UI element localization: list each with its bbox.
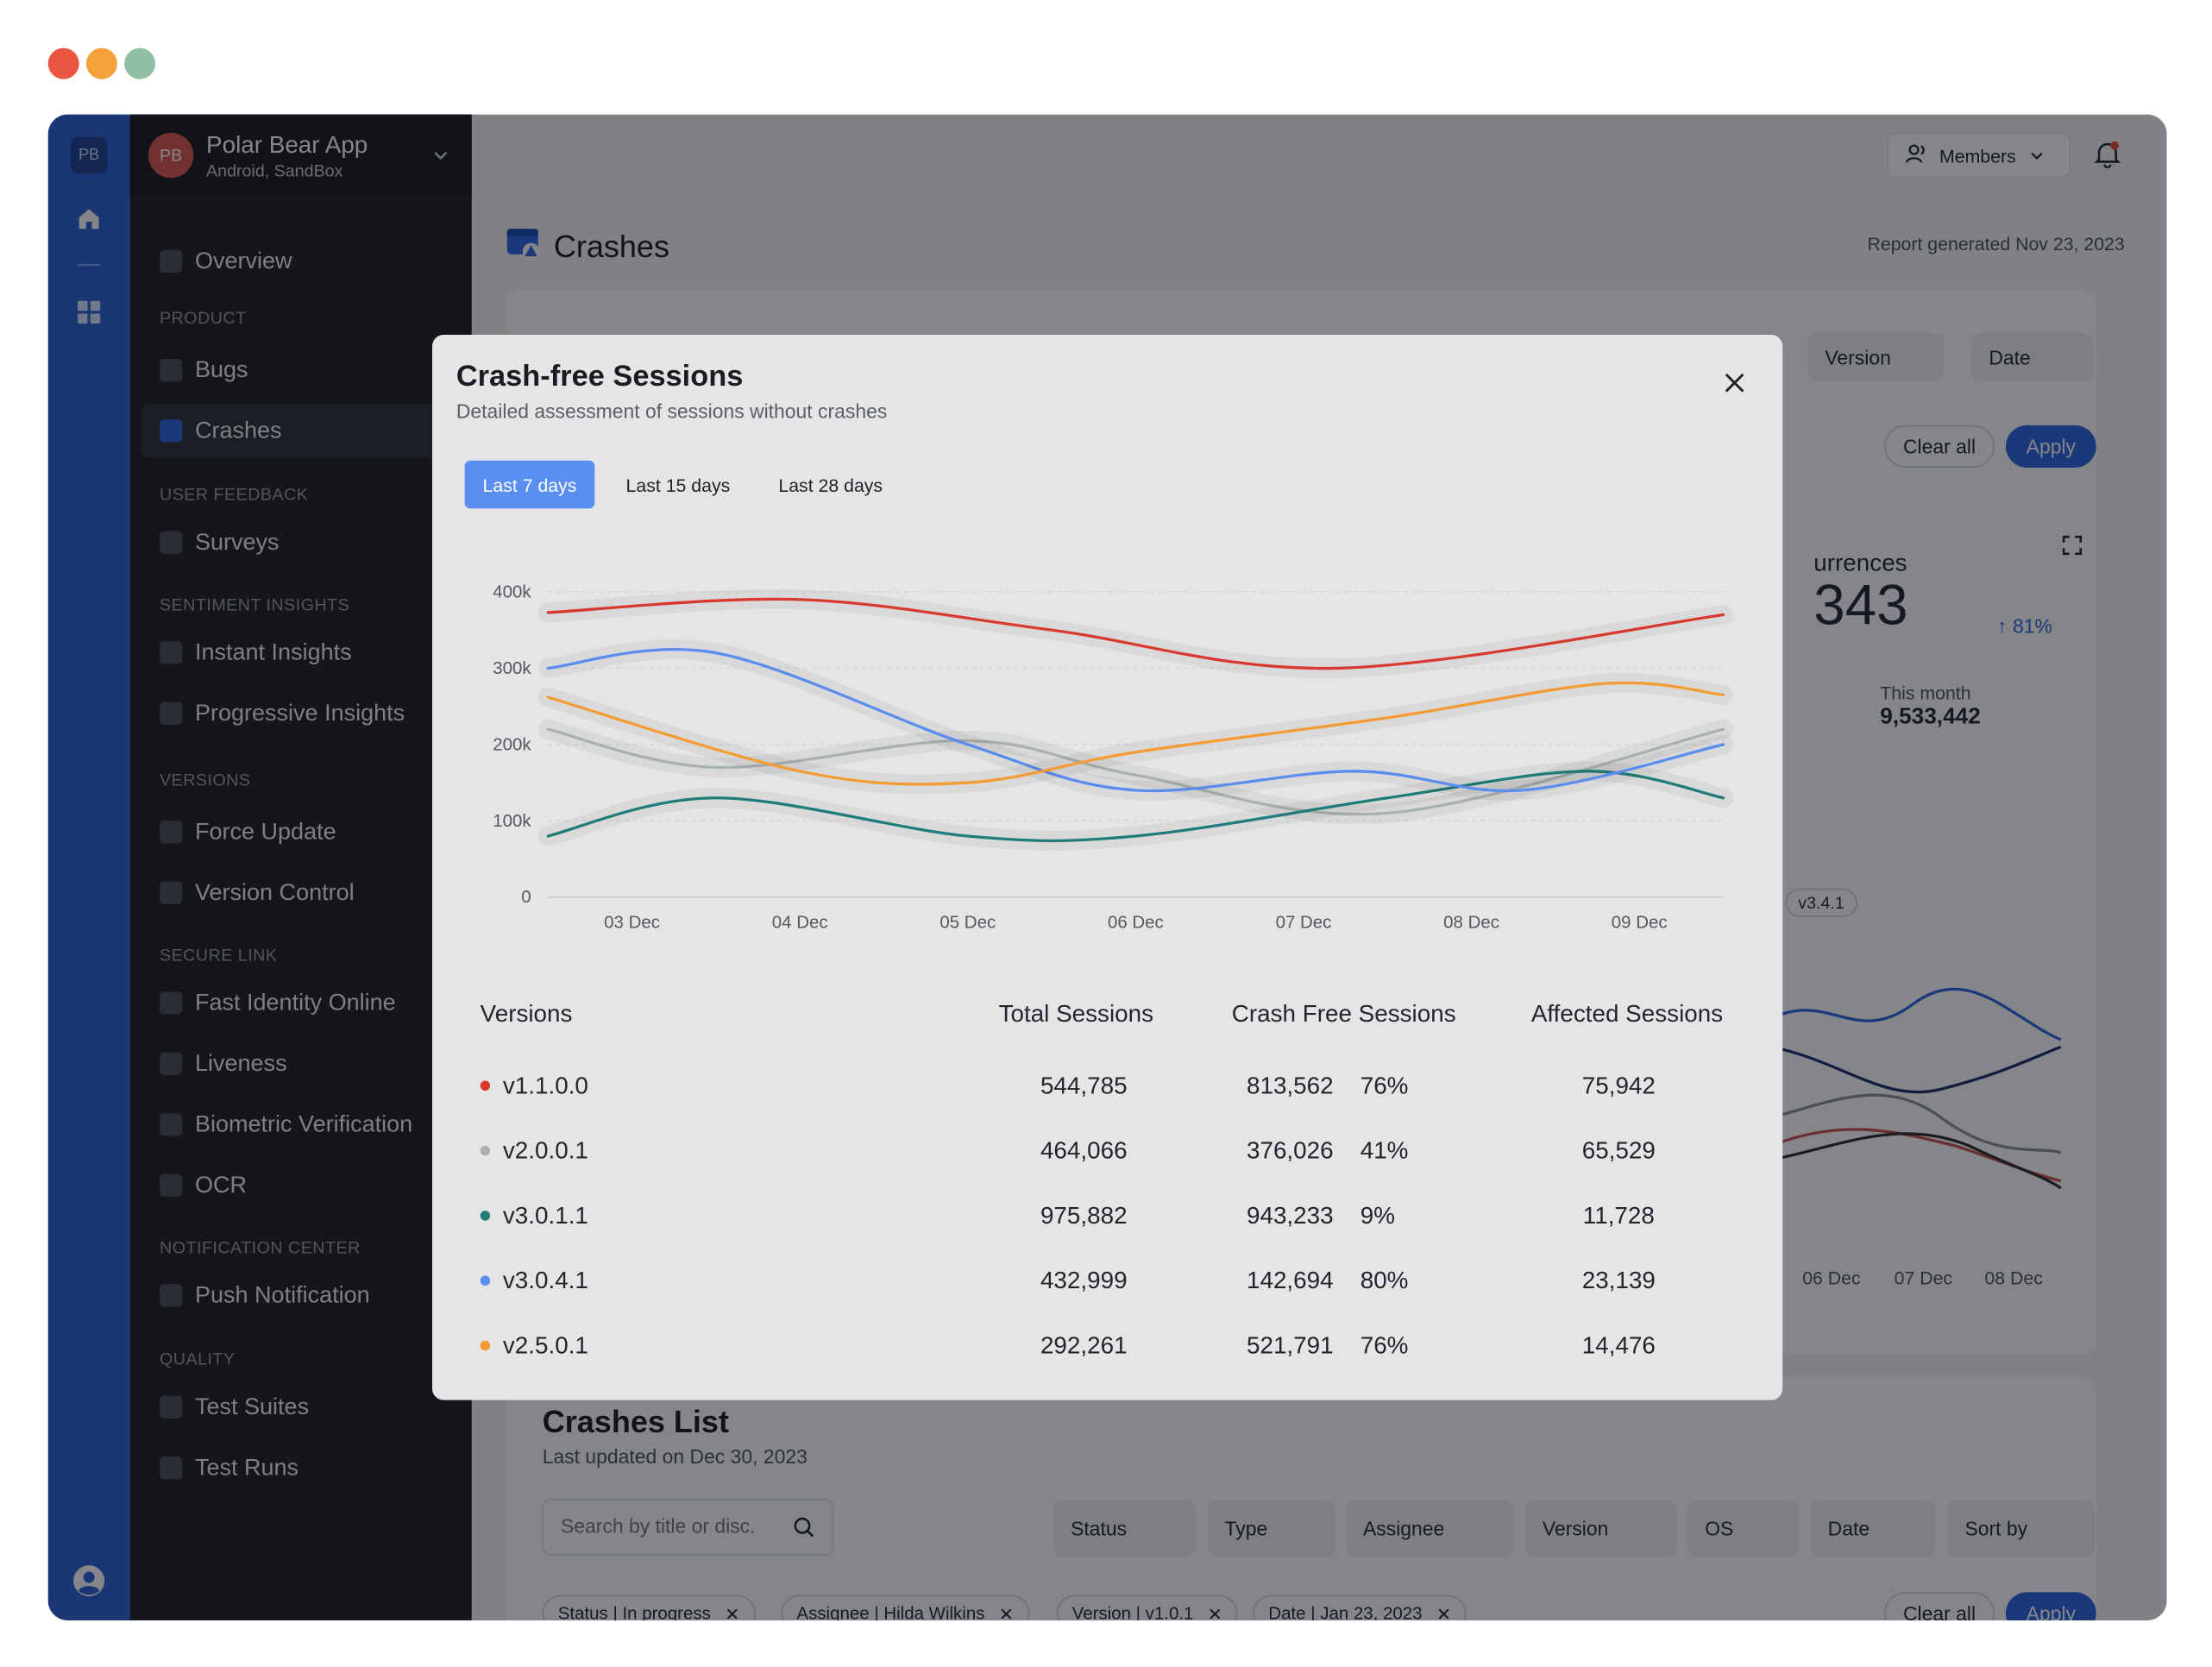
affected-sessions: 75,942	[1581, 1072, 1656, 1099]
series-line-v2.5.0.1	[546, 681, 1725, 786]
version-color-dot	[480, 1080, 491, 1091]
table-row[interactable]: v1.1.0.0 544,785 813,562 76% 75,942	[432, 1064, 1782, 1106]
series-line-v1.1.0.0	[546, 597, 1725, 670]
total-sessions: 292,261	[1040, 1331, 1128, 1360]
close-icon[interactable]	[1720, 368, 1749, 397]
affected-sessions: 23,139	[1581, 1267, 1656, 1294]
total-sessions: 975,882	[1040, 1202, 1128, 1230]
crash-free-percent: 76%	[1360, 1072, 1409, 1099]
crash-free-sessions: 521,791	[1246, 1331, 1334, 1360]
version-color-dot	[480, 1211, 491, 1221]
version-name: v2.5.0.1	[502, 1331, 588, 1360]
header-affected-sessions: Affected Sessions	[1530, 1000, 1724, 1028]
header-versions: Versions	[480, 1000, 573, 1028]
tab-last-7-days[interactable]: Last 7 days	[464, 460, 595, 509]
x-tick-label: 04 Dec	[772, 913, 828, 933]
x-tick-label: 05 Dec	[939, 913, 996, 933]
crash-free-percent: 41%	[1360, 1137, 1409, 1165]
y-tick-label: 300k	[493, 658, 531, 678]
table-row[interactable]: v3.0.1.1 975,882 943,233 9% 11,728	[432, 1194, 1782, 1236]
close-window-dot[interactable]	[47, 47, 79, 79]
crash-free-percent: 76%	[1360, 1331, 1409, 1360]
y-tick-label: 100k	[493, 811, 531, 831]
zoom-window-dot[interactable]	[124, 47, 156, 79]
crash-free-sessions: 142,694	[1246, 1267, 1334, 1294]
x-tick-label: 06 Dec	[1108, 913, 1164, 933]
version-color-dot	[480, 1275, 491, 1286]
crash-free-sessions: 376,026	[1246, 1137, 1334, 1165]
header-total-sessions: Total Sessions	[998, 1000, 1154, 1028]
table-row[interactable]: v2.5.0.1 292,261 521,791 76% 14,476	[432, 1324, 1782, 1366]
crash-free-sessions: 943,233	[1246, 1202, 1334, 1230]
window-controls	[47, 47, 156, 79]
modal-subtitle: Detailed assessment of sessions without …	[456, 399, 888, 423]
x-tick-label: 07 Dec	[1276, 913, 1332, 933]
version-name: v3.0.1.1	[502, 1202, 588, 1230]
y-tick-label: 200k	[493, 734, 531, 754]
series-line-v3.0.1.1	[546, 770, 1725, 843]
tab-last-28-days[interactable]: Last 28 days	[778, 474, 883, 495]
version-name: v3.0.4.1	[502, 1267, 588, 1294]
y-tick-label: 0	[521, 887, 531, 907]
total-sessions: 464,066	[1040, 1137, 1128, 1165]
total-sessions: 544,785	[1040, 1072, 1128, 1099]
table-row[interactable]: v2.0.0.1 464,066 376,026 41% 65,529	[432, 1129, 1782, 1171]
version-color-dot	[480, 1145, 491, 1156]
affected-sessions: 14,476	[1581, 1331, 1656, 1360]
table-row[interactable]: v3.0.4.1 432,999 142,694 80% 23,139	[432, 1259, 1782, 1301]
x-tick-label: 09 Dec	[1612, 913, 1668, 933]
crash-free-percent: 80%	[1360, 1267, 1409, 1294]
crash-free-sessions: 813,562	[1246, 1072, 1334, 1099]
crash-free-sessions-chart: 0 100k 200k 300k 400k 03 Dec 04 Dec 05 Dec 06 De…	[493, 582, 1733, 933]
affected-sessions: 65,529	[1581, 1137, 1656, 1165]
x-tick-label: 03 Dec	[604, 913, 660, 933]
tab-last-15-days[interactable]: Last 15 days	[625, 474, 731, 495]
header-crash-free-sessions: Crash Free Sessions	[1231, 1000, 1456, 1028]
modal-title: Crash-free Sessions	[456, 360, 744, 393]
y-tick-label: 400k	[493, 582, 531, 602]
x-tick-label: 08 Dec	[1443, 913, 1499, 933]
affected-sessions: 11,728	[1582, 1202, 1655, 1230]
version-name: v2.0.0.1	[502, 1137, 588, 1165]
version-name: v1.1.0.0	[502, 1072, 588, 1099]
series-line-v3.0.4.1	[546, 648, 1725, 793]
total-sessions: 432,999	[1040, 1267, 1128, 1294]
crash-free-sessions-modal: Crash-free Sessions Detailed assessment …	[432, 335, 1783, 1400]
crash-free-percent: 9%	[1360, 1202, 1395, 1230]
version-color-dot	[480, 1340, 491, 1351]
minimize-window-dot[interactable]	[85, 47, 117, 79]
